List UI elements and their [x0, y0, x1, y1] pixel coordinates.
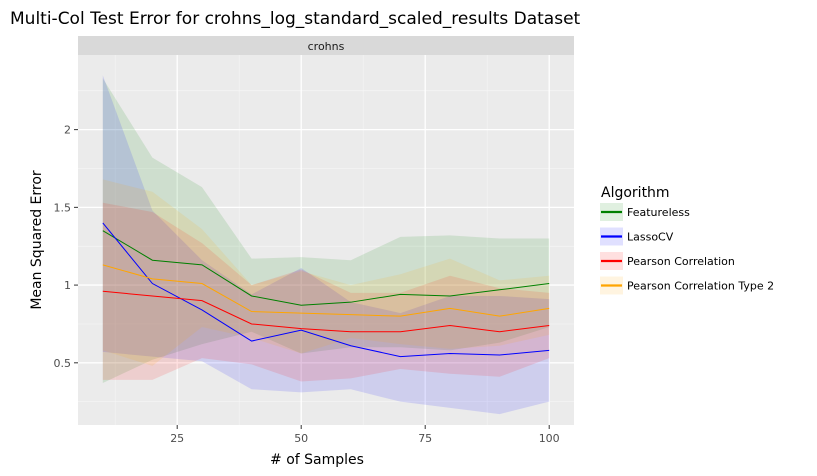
facet-strip	[78, 36, 574, 55]
ribbon-pearson-correlation-type-2	[102, 179, 550, 366]
ribbon-pearson-correlation	[102, 202, 550, 382]
legend: Algorithm Featureless LassoCV Pearson Corr…	[600, 185, 774, 295]
y-tick-label: 1.5	[54, 201, 72, 214]
x-axis-title: # of Samples	[270, 452, 364, 468]
y-axis-title: Mean Squared Error	[29, 170, 45, 310]
line-lassocv	[102, 222, 550, 358]
facet-label: crohns	[308, 40, 345, 53]
x-tick-label: 50	[294, 432, 308, 445]
x-axis-ticks: 25 50 75 100	[170, 425, 560, 445]
legend-label: Featureless	[627, 206, 690, 219]
x-tick-label: 25	[170, 432, 184, 445]
y-tick-label: 0.5	[54, 357, 72, 370]
legend-label: Pearson Correlation Type 2	[627, 280, 774, 293]
x-tick-label: 75	[418, 432, 432, 445]
y-axis-ticks: 0.5 1 1.5 2	[54, 124, 78, 370]
legend-label: LassoCV	[627, 231, 674, 244]
line-pearson-correlation-type-2	[102, 264, 550, 317]
ribbon-lassocv	[102, 75, 550, 415]
y-tick-label: 2	[64, 124, 71, 137]
y-tick-label: 1	[64, 279, 71, 292]
series-lines	[102, 222, 550, 358]
x-tick-label: 100	[539, 432, 560, 445]
line-pearson-correlation	[102, 290, 550, 333]
grid-major-lines	[78, 55, 574, 425]
legend-label: Pearson Correlation	[627, 255, 735, 268]
line-featureless	[102, 230, 550, 306]
legend-title: Algorithm	[601, 185, 670, 201]
chart-title: Multi-Col Test Error for crohns_log_stan…	[10, 9, 581, 29]
